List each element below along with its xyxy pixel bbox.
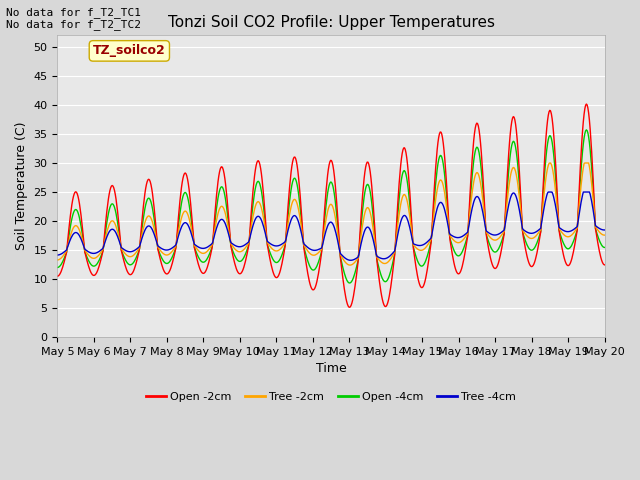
Line: Tree -2cm: Tree -2cm <box>58 163 605 265</box>
Open -4cm <box>175 216 183 222</box>
Tree -4cm <box>347 257 355 263</box>
Open -4cm <box>63 244 71 250</box>
Open -2cm <box>175 206 183 212</box>
Open -4cm <box>582 127 590 133</box>
Text: No data for f_T2_TC1: No data for f_T2_TC1 <box>6 7 141 18</box>
Open -2cm <box>63 242 71 248</box>
Text: No data for f_T2_TC2: No data for f_T2_TC2 <box>6 19 141 30</box>
Open -2cm <box>601 262 609 268</box>
Line: Open -2cm: Open -2cm <box>58 104 605 307</box>
Tree -2cm <box>204 248 212 253</box>
Open -4cm <box>204 254 212 260</box>
Tree -2cm <box>398 195 406 201</box>
Tree -4cm <box>120 246 127 252</box>
Open -4cm <box>120 253 127 259</box>
Line: Open -4cm: Open -4cm <box>58 130 605 283</box>
Line: Tree -4cm: Tree -4cm <box>58 192 605 260</box>
Open -4cm <box>414 259 422 265</box>
Open -2cm <box>54 273 61 279</box>
Tree -2cm <box>54 257 61 263</box>
Tree -2cm <box>346 262 353 268</box>
Tree -2cm <box>546 160 554 166</box>
Y-axis label: Soil Temperature (C): Soil Temperature (C) <box>15 122 28 251</box>
Text: TZ_soilco2: TZ_soilco2 <box>93 44 166 58</box>
Open -2cm <box>582 101 590 107</box>
Open -4cm <box>346 280 353 286</box>
Open -2cm <box>120 257 127 263</box>
Open -2cm <box>204 262 212 267</box>
Tree -4cm <box>601 227 609 233</box>
Title: Tonzi Soil CO2 Profile: Upper Temperatures: Tonzi Soil CO2 Profile: Upper Temperatur… <box>168 15 495 30</box>
Tree -2cm <box>601 232 609 238</box>
Tree -2cm <box>120 249 127 254</box>
Open -2cm <box>414 276 422 282</box>
Tree -4cm <box>175 230 183 236</box>
Tree -2cm <box>414 247 422 252</box>
Tree -4cm <box>414 242 422 248</box>
Tree -2cm <box>63 245 71 251</box>
Open -2cm <box>346 304 353 310</box>
Open -4cm <box>398 172 406 178</box>
X-axis label: Time: Time <box>316 362 346 375</box>
Tree -4cm <box>54 252 61 258</box>
Tree -4cm <box>398 215 406 221</box>
Tree -4cm <box>204 244 212 250</box>
Tree -2cm <box>175 225 183 231</box>
Open -2cm <box>398 151 406 156</box>
Tree -4cm <box>545 189 552 195</box>
Legend: Open -2cm, Tree -2cm, Open -4cm, Tree -4cm: Open -2cm, Tree -2cm, Open -4cm, Tree -4… <box>141 388 520 407</box>
Open -4cm <box>54 264 61 270</box>
Open -4cm <box>601 245 609 251</box>
Tree -4cm <box>63 245 71 251</box>
